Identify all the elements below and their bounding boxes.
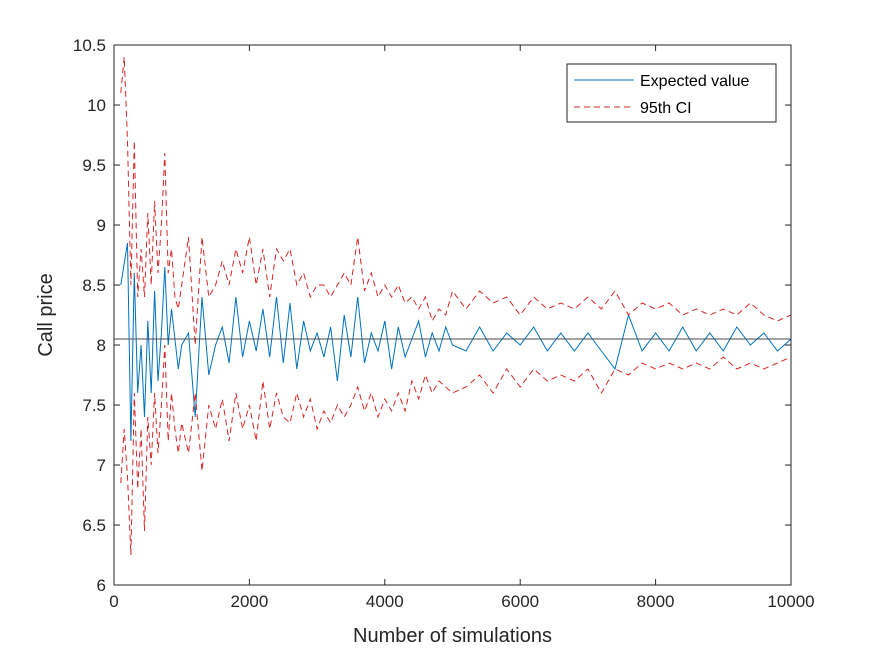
legend-box	[566, 63, 777, 123]
y-axis-label: Call price	[35, 273, 57, 356]
y-tick-label: 9.5	[82, 156, 106, 175]
legend-label-expected-value: Expected value	[640, 73, 750, 90]
x-axis-label: Number of simulations	[353, 625, 552, 647]
series-layer	[120, 56, 792, 556]
y-tick-label: 7	[97, 456, 106, 475]
y-axis-ticks: 6 6.5 7 7.5 8 8.5 9 9.5 10 10.5	[73, 36, 791, 595]
series-line-expected-value	[120, 242, 792, 442]
x-tick-label: 4000	[366, 592, 404, 611]
y-tick-label: 9	[97, 216, 106, 235]
y-tick-label: 6	[97, 576, 106, 595]
axes-box	[113, 44, 792, 586]
x-tick-label: 0	[109, 592, 118, 611]
x-tick-label: 10000	[767, 592, 814, 611]
y-tick-label: 8	[97, 336, 106, 355]
y-tick-label: 7.5	[82, 396, 106, 415]
plot-area	[114, 45, 791, 585]
legend: Expected value 95th CI	[566, 63, 777, 123]
y-tick-label: 10	[87, 96, 106, 115]
x-axis-ticks: 0 2000 4000 6000 8000 10000	[109, 45, 815, 611]
x-tick-label: 8000	[637, 592, 675, 611]
y-tick-label: 10.5	[73, 36, 106, 55]
x-tick-label: 2000	[230, 592, 268, 611]
y-tick-label: 8.5	[82, 276, 106, 295]
legend-label-95th-ci: 95th CI	[640, 100, 692, 117]
series-line-ci-upper	[120, 56, 792, 346]
x-tick-label: 6000	[501, 592, 539, 611]
y-tick-label: 6.5	[82, 516, 106, 535]
series-line-ci-lower	[120, 344, 792, 556]
